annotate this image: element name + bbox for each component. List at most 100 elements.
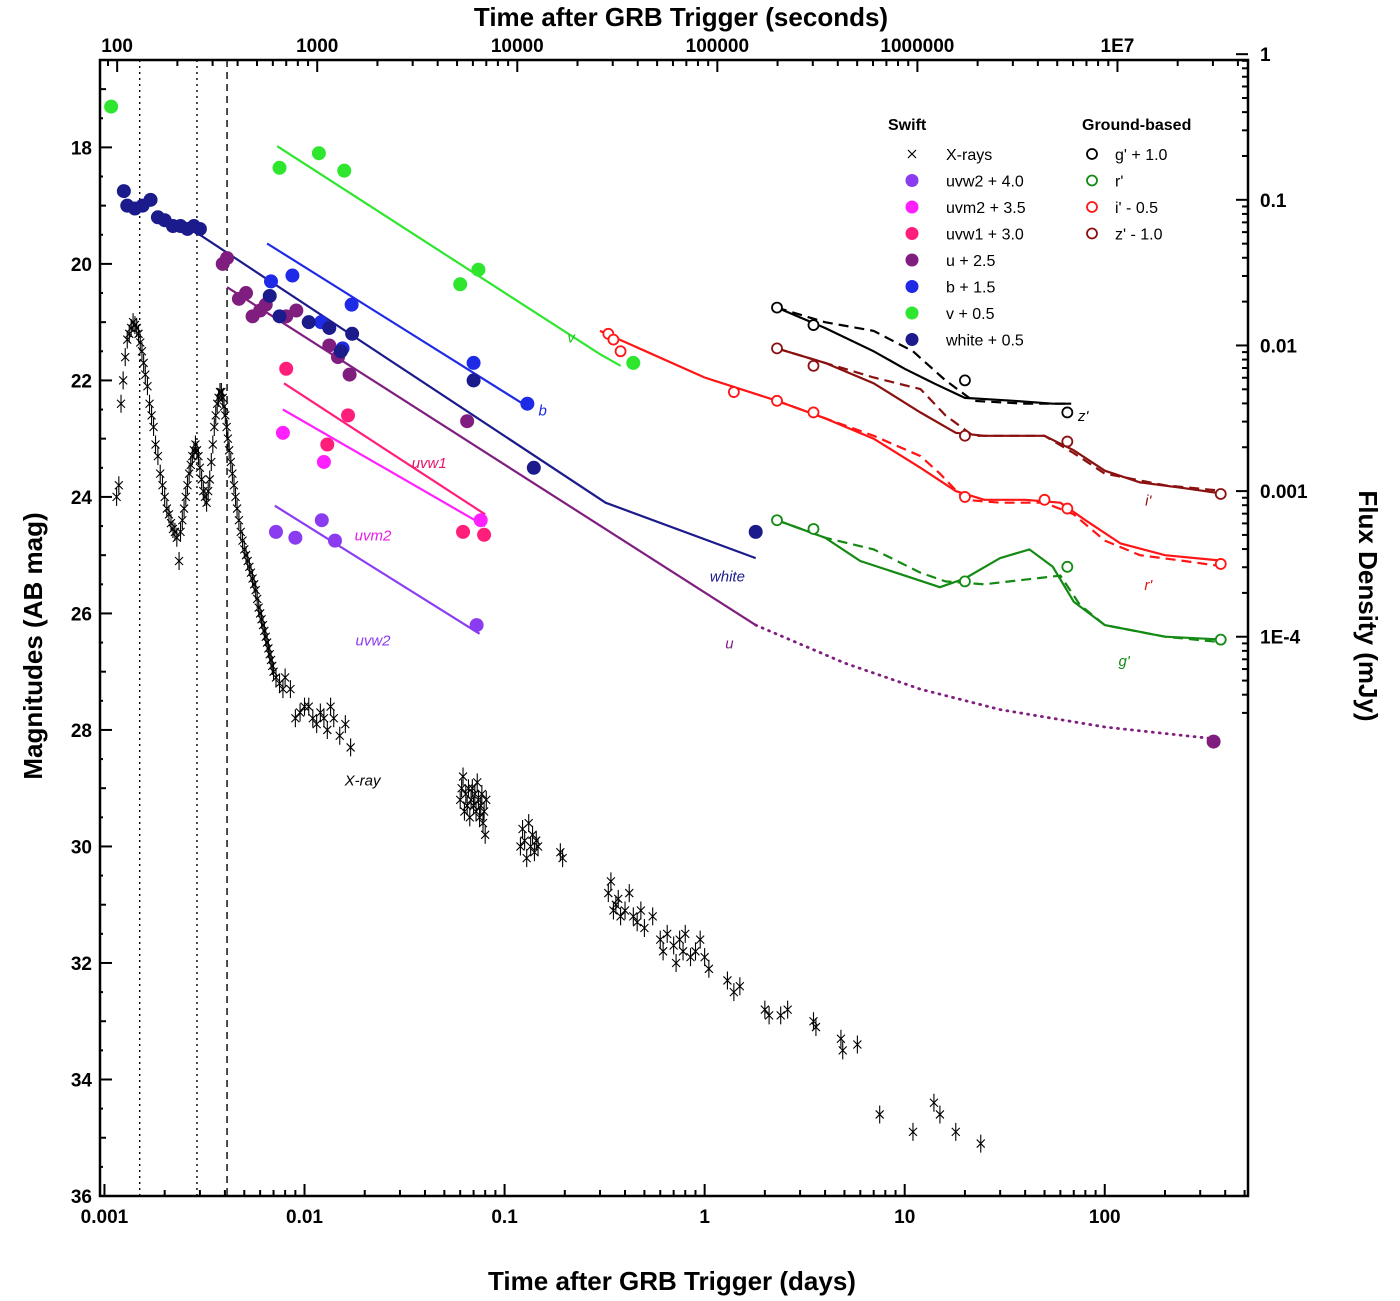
point-x-rays-179: [776, 1006, 786, 1025]
legend-marker-v-0-5: [905, 306, 919, 320]
point-x-rays-34: [177, 511, 187, 530]
point-x-rays-191: [976, 1134, 986, 1153]
point-white-0-5-15: [301, 315, 316, 330]
point-white-0-5-13: [262, 288, 277, 303]
legend-label-white-0-5: white + 0.5: [945, 333, 1024, 350]
fit-i-0-5-10: [776, 399, 1226, 568]
point-x-rays-13: [135, 333, 145, 352]
legend-label-v-0-5: v + 0.5: [946, 306, 995, 323]
point-i-0-5-8: [1038, 493, 1051, 506]
point-u-2-5-10: [322, 338, 337, 353]
curve-label-r: r': [1144, 577, 1153, 594]
point-b-1-5-5: [344, 297, 359, 312]
point-x-rays-182: [811, 1018, 821, 1037]
y2-tick-label-0-1: 0.1: [1260, 191, 1287, 212]
point-x-rays-105: [312, 715, 322, 734]
point-x-rays-178: [764, 1006, 774, 1025]
data-points: [104, 99, 1227, 1153]
point-v-0-5-7: [626, 355, 641, 370]
point-x-rays-55: [211, 406, 221, 425]
curve-label-z: z': [1077, 408, 1090, 425]
point-x-rays-15: [139, 353, 149, 372]
point-r-3: [959, 575, 971, 588]
point-uvw2-4-0-1: [268, 524, 283, 539]
point-x-rays-28: [166, 514, 176, 533]
legend-marker-u-2-5: [905, 253, 919, 267]
point-x-rays-156: [628, 907, 638, 926]
point-x-rays-74: [239, 540, 249, 559]
point-x-rays-153: [616, 907, 625, 926]
point-x-rays-65: [224, 441, 234, 460]
fit-v-0-5-1: [276, 145, 622, 367]
curve-label-uvw1: uvw1: [412, 455, 447, 472]
point-x-rays-158: [636, 901, 646, 920]
point-g-1-0-4: [1061, 406, 1074, 419]
point-u-2-5-14: [1206, 734, 1221, 749]
series-r: [771, 514, 1227, 646]
point-x-rays-22: [153, 447, 163, 466]
x-tick-label-1: 1: [699, 1207, 710, 1228]
point-x-rays-100: [290, 709, 300, 728]
point-uvw1-3-0-1: [279, 361, 294, 376]
point-x-rays-142: [528, 825, 537, 844]
point-x-rays-139: [522, 849, 532, 868]
curve-label-g: g': [1119, 653, 1131, 670]
legend-title-ground: Ground-based: [1082, 117, 1191, 134]
y2-axis-title: Flux Density (mJy): [1353, 490, 1383, 721]
fit-u-2-5-5: [754, 623, 1215, 741]
legend-entry-b-1-5: b + 1.5: [905, 280, 995, 297]
point-x-rays-160: [648, 907, 658, 926]
point-x-rays-45: [195, 458, 205, 477]
point-x-rays-172: [700, 948, 710, 967]
series-i-0-5: [602, 327, 1227, 570]
point-x-rays-99: [286, 680, 295, 699]
point-x-rays-6: [122, 330, 132, 349]
point-x-rays-82: [252, 589, 262, 608]
point-b-1-5-2: [285, 268, 300, 283]
point-x-rays-134: [480, 825, 490, 844]
point-x-rays-167: [678, 942, 688, 961]
point-x-rays-116: [458, 767, 468, 786]
legend-entry-r: r': [1086, 174, 1123, 191]
point-white-0-5-5: [143, 192, 158, 207]
series-u-2-5: [215, 251, 1221, 749]
point-x-rays-3: [116, 394, 126, 413]
legend-entry-uvw2-4-0: uvw2 + 4.0: [905, 174, 1024, 191]
series-v-0-5: [104, 99, 641, 370]
point-v-0-5-6: [471, 262, 486, 277]
x2-tick-label-100000: 100000: [686, 36, 749, 57]
point-x-rays-129: [475, 808, 484, 827]
fit-uvw2-4-0-8: [274, 504, 481, 635]
point-x-rays-186: [875, 1105, 885, 1124]
legend-title-swift: Swift: [888, 117, 927, 134]
point-r-4: [1061, 560, 1074, 573]
legend-label-uvw1-3-0: uvw1 + 3.0: [946, 227, 1024, 244]
legend-label-r: r': [1115, 174, 1123, 191]
y2-tick-label-0-001: 0.001: [1260, 482, 1308, 503]
y-tick-label-18: 18: [71, 138, 92, 159]
curve-label-u: u: [725, 635, 734, 652]
point-white-0-5-1: [116, 184, 131, 199]
point-i-0-5-9: [1061, 502, 1074, 515]
curve-label-i: i': [1145, 493, 1152, 510]
point-x-rays-39: [186, 455, 196, 474]
legend-entry-uvm2-3-5: uvm2 + 3.5: [905, 200, 1026, 217]
point-x-rays-187: [908, 1122, 918, 1141]
point-x-rays-189: [935, 1105, 945, 1124]
point-x-rays-69: [231, 487, 240, 506]
point-white-0-5-20: [526, 460, 541, 475]
legend-marker-r: [1086, 174, 1098, 187]
point-x-rays-81: [251, 581, 261, 600]
legend-entry-u-2-5: u + 2.5: [905, 253, 995, 270]
point-i-0-5-2: [607, 333, 620, 346]
x-tick-label-0-01: 0.01: [286, 1207, 323, 1228]
point-x-rays-4: [118, 371, 128, 390]
x2-tick-label-10000: 10000: [491, 36, 544, 57]
point-i-0-5-10: [1214, 558, 1227, 570]
legend-label-uvw2-4-0: uvw2 + 4.0: [946, 174, 1024, 191]
series-x-rays: [112, 313, 986, 1153]
point-u-2-5-12: [342, 367, 357, 382]
point-i-0-5-4: [727, 386, 740, 398]
x-tick-label-10: 10: [894, 1207, 915, 1228]
point-x-rays-177: [760, 1000, 770, 1019]
